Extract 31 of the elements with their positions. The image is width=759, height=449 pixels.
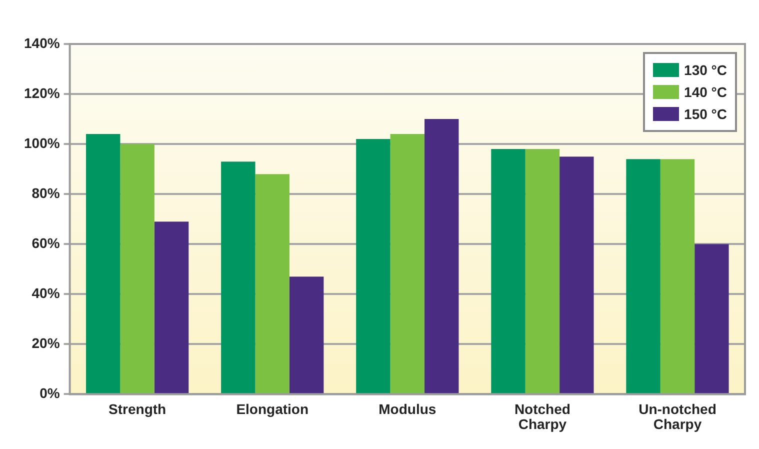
bar <box>424 119 459 394</box>
bar <box>255 174 290 394</box>
y-tick-label: 20% <box>32 335 60 352</box>
y-tick-label: 40% <box>32 285 60 301</box>
bar <box>120 144 154 394</box>
bar <box>154 222 189 394</box>
x-tick-label: Modulus <box>378 400 436 417</box>
bar <box>660 159 695 394</box>
x-tick-label: Notched Charpy <box>514 400 570 432</box>
bar <box>356 139 390 394</box>
bar <box>221 162 256 394</box>
bar <box>390 134 425 394</box>
y-tick-label: 60% <box>32 234 60 251</box>
x-tick-label: Un-notched Charpy <box>638 400 716 432</box>
bar <box>560 156 594 394</box>
bar <box>626 159 660 394</box>
y-tick-label: 80% <box>32 184 60 201</box>
y-tick-label: 120% <box>24 84 60 101</box>
bar <box>289 276 324 394</box>
bar <box>525 149 560 394</box>
y-tick-label: 0% <box>40 385 60 402</box>
y-tick-label: 100% <box>24 134 60 151</box>
bar <box>491 149 526 394</box>
bar <box>694 244 729 394</box>
legend-label: 150 °C <box>684 106 727 122</box>
bar <box>86 134 120 394</box>
x-tick-label: Strength <box>108 400 166 417</box>
legend-label: 130 °C <box>684 62 727 78</box>
x-tick-label: Elongation <box>236 400 309 417</box>
y-tick-label: 140% <box>24 34 60 51</box>
legend-label: 140 °C <box>684 84 727 100</box>
